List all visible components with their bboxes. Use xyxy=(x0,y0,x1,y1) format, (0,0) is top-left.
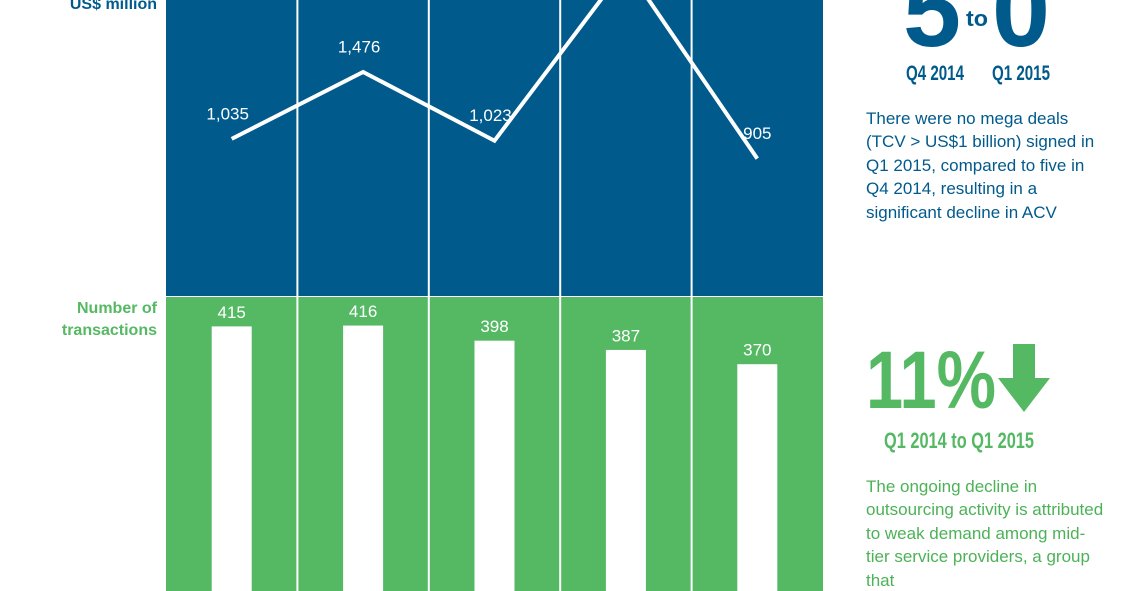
data-label: 398 xyxy=(480,317,508,336)
bar xyxy=(343,325,384,591)
period-label: Q4 2014 xyxy=(906,62,964,85)
axis-label: Number of transactions xyxy=(61,300,157,339)
description: The ongoing decline in outsourcing activ… xyxy=(866,477,1104,590)
description: There were no mega deals (TCV > US$1 bil… xyxy=(866,109,1095,222)
axis-label: US$ million xyxy=(69,0,157,13)
bar xyxy=(737,364,778,591)
big-number: 0 xyxy=(992,0,1050,69)
big-percent: 11% xyxy=(866,335,996,426)
data-label: 1,035 xyxy=(206,104,249,123)
bar xyxy=(211,326,252,591)
bar xyxy=(605,349,646,591)
period-label: Q1 2014 to Q1 2015 xyxy=(884,428,1034,453)
big-number: 5 xyxy=(903,0,961,69)
period-label: Q1 2015 xyxy=(992,62,1050,85)
data-label: 1,476 xyxy=(338,37,381,56)
bar xyxy=(474,340,515,591)
data-label: 370 xyxy=(743,341,771,360)
data-label: 1,023 xyxy=(469,106,512,125)
panel-background xyxy=(166,0,823,296)
to-word: to xyxy=(966,6,988,31)
down-arrow xyxy=(998,344,1050,412)
plot-area: 1,035 1,476 1,023 905 415 416 398 387 370 xyxy=(166,0,823,591)
side-panel: 5 to 0 Q4 2014 Q1 2015 11% Q1 2014 to Q1… xyxy=(866,0,1050,453)
data-label: 415 xyxy=(218,303,246,322)
line xyxy=(230,0,759,160)
data-label: 416 xyxy=(349,302,377,321)
data-label: 905 xyxy=(743,124,771,143)
data-label: 387 xyxy=(612,326,640,345)
